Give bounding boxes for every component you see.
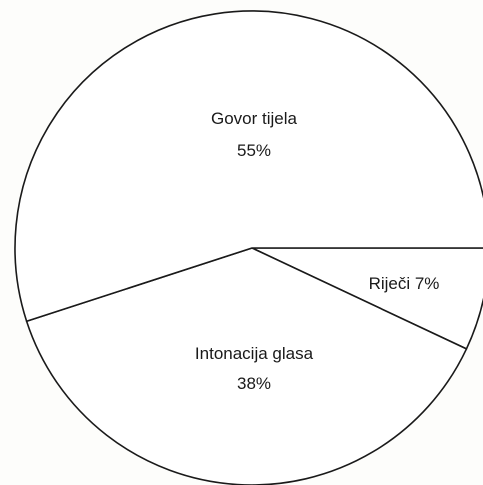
pie-slices	[14, 10, 483, 485]
slice-govor-tijela	[14, 10, 483, 323]
slice-label-rijeci: Riječi 7%	[369, 274, 440, 293]
slice-rijeci	[251, 247, 483, 350]
slice-label-intonacija-glasa: Intonacija glasa	[195, 344, 314, 363]
slice-label-govor-tijela: Govor tijela	[211, 109, 298, 128]
slice-intonacija-glasa	[25, 247, 468, 485]
slice-value-govor-tijela: 55%	[237, 141, 271, 160]
slice-value-intonacija-glasa: 38%	[237, 374, 271, 393]
